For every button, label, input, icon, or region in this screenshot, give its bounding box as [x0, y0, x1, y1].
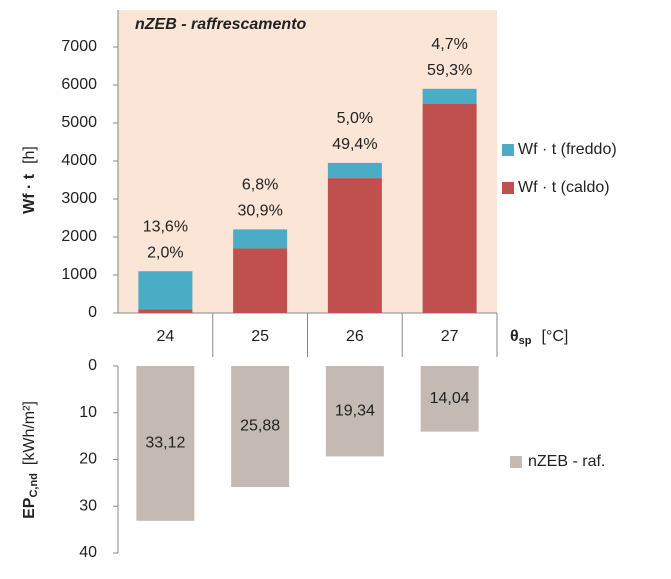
y-tick-label: 40: [79, 544, 97, 561]
bar-annotation: 13,6%: [143, 218, 188, 235]
y-axis-label-unit: [h]: [21, 146, 38, 164]
bar-segment: [138, 309, 193, 313]
value-label: 25,88: [240, 418, 280, 435]
bar-annotation: 30,9%: [237, 203, 282, 220]
y-tick-label: 1000: [61, 266, 97, 283]
bar-annotation: 6,8%: [242, 177, 278, 194]
value-label: 19,34: [335, 402, 375, 419]
y-tick-label: 5000: [61, 114, 97, 131]
bar-segment: [138, 271, 193, 310]
y-axis-label-main: EP: [21, 497, 38, 519]
y-axis-label-sub: C,nd: [28, 473, 40, 497]
y-tick-label: 10: [79, 404, 97, 421]
y-tick-label: 6000: [61, 76, 97, 93]
x-axis-label-unit: [°C]: [542, 328, 569, 345]
bar: [325, 366, 384, 457]
y-axis-label: Wf · t [h]: [21, 146, 38, 214]
x-tick-label: 26: [346, 328, 364, 345]
bar-annotation: 59,3%: [427, 62, 472, 79]
legend-swatch: [510, 456, 522, 468]
x-tick-label: 27: [441, 328, 459, 345]
y-tick-label: 20: [79, 451, 97, 468]
bar-annotation: 5,0%: [337, 110, 373, 127]
legend-swatch: [502, 144, 514, 156]
bar-segment: [327, 178, 382, 313]
bar-annotation: 49,4%: [332, 136, 377, 153]
bar-segment: [327, 162, 382, 179]
x-axis-label-sub: sp: [519, 335, 532, 347]
x-axis-label: θsp [°C]: [510, 328, 568, 347]
value-label: 33,12: [145, 435, 185, 452]
x-tick-label: 24: [156, 328, 174, 345]
chart-title: nZEB - raffrescamento: [135, 16, 307, 33]
bar-segment: [233, 248, 288, 313]
y-tick-label: 2000: [61, 228, 97, 245]
bar-annotation: 2,0%: [147, 244, 183, 261]
bar-annotation: 4,7%: [431, 36, 467, 53]
bar-segment: [422, 88, 477, 104]
y-tick-label: 30: [79, 497, 97, 514]
x-axis-label-main: θ: [510, 328, 519, 345]
bar-segment: [422, 104, 477, 313]
value-label: 14,04: [430, 390, 470, 407]
x-tick-label: 25: [251, 328, 269, 345]
bar-segment: [233, 229, 288, 249]
y-tick-label: 0: [88, 304, 97, 321]
bar: [420, 366, 479, 432]
y-axis-label: EPC,nd [kWh/m²]: [21, 401, 40, 519]
y-tick-label: 4000: [61, 152, 97, 169]
y-axis-label-main: Wf · t: [21, 173, 38, 214]
y-tick-label: 7000: [61, 38, 97, 55]
y-axis-label-unit: [kWh/m²]: [21, 401, 38, 465]
y-tick-label: 0: [88, 357, 97, 374]
legend-label: Wf · t (freddo): [518, 141, 617, 158]
legend-label: Wf · t (caldo): [518, 179, 610, 196]
y-tick-label: 3000: [61, 190, 97, 207]
legend-label: nZEB - raf.: [528, 453, 605, 470]
legend-swatch: [502, 182, 514, 194]
bar: [136, 366, 195, 521]
bar: [231, 366, 290, 487]
